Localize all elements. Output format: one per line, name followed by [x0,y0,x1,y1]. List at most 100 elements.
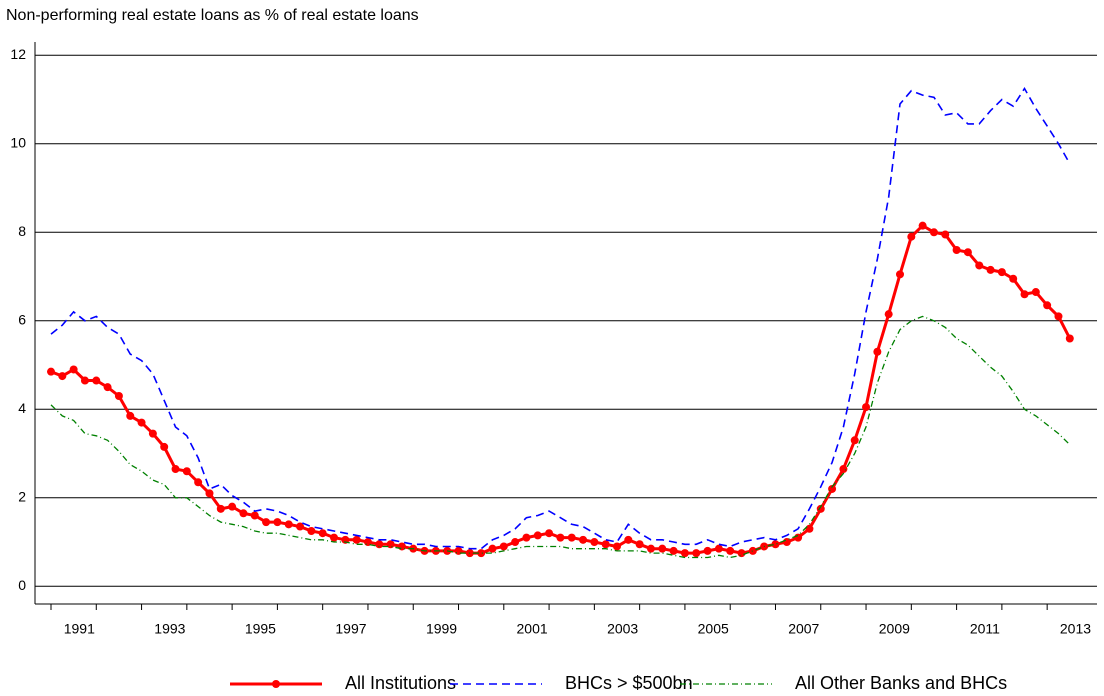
marker [1031,288,1040,297]
marker [873,347,882,356]
marker [80,376,89,385]
marker [805,524,814,533]
marker [714,544,723,553]
x-tick-label: 1997 [335,621,366,637]
marker [646,544,655,553]
marker [103,383,112,392]
marker [477,549,486,558]
x-tick-label: 2001 [517,621,548,637]
marker [579,535,588,544]
marker [997,268,1006,277]
marker [205,489,214,498]
marker [137,418,146,427]
marker [839,465,848,474]
legend-label: All Institutions [345,673,456,693]
marker [488,544,497,553]
marker [126,411,135,420]
x-tick-label: 1999 [426,621,457,637]
marker [963,248,972,257]
marker [58,372,67,381]
marker [884,310,893,319]
marker [148,429,157,438]
marker [850,436,859,445]
x-tick-label: 1993 [154,621,185,637]
marker [228,502,237,511]
marker [748,546,757,555]
marker [522,533,531,542]
marker [69,365,78,374]
marker [545,529,554,538]
marker [216,504,225,513]
marker [352,535,361,544]
x-tick-label: 2011 [970,621,1000,637]
marker [1065,334,1074,343]
y-tick-label: 8 [18,223,26,239]
marker [1020,290,1029,299]
x-tick-label: 2007 [788,621,819,637]
marker [986,265,995,274]
marker [1009,274,1018,283]
marker [1043,301,1052,310]
marker [284,520,293,529]
series-line [50,223,1072,555]
x-tick-label: 2003 [607,621,638,637]
marker [171,465,180,474]
x-tick-label: 2009 [879,621,910,637]
marker [907,232,916,241]
series-line [50,86,1071,550]
marker [239,509,248,518]
y-tick-label: 12 [10,46,26,62]
marker [771,540,780,549]
marker [296,522,305,531]
marker [262,518,271,527]
marker [794,533,803,542]
x-tick-label: 2005 [698,621,729,637]
marker [816,504,825,513]
marker [669,546,678,555]
marker [511,538,520,547]
marker [182,467,191,476]
marker [465,549,474,558]
marker [658,544,667,553]
marker [375,540,384,549]
marker [601,540,610,549]
x-tick-label: 1995 [245,621,276,637]
legend-label: BHCs > $500bn [565,673,693,693]
marker [590,538,599,547]
x-tick-label: 1991 [64,621,95,637]
marker [896,270,904,279]
marker [499,542,508,551]
marker [703,546,712,555]
legend-marker [272,680,280,688]
marker [680,549,689,558]
marker [1054,312,1063,321]
series-line [50,315,1071,559]
legend-label: All Other Banks and BHCs [795,673,1007,693]
marker [862,403,871,412]
y-tick-label: 6 [18,311,26,327]
marker [273,518,282,527]
marker [47,367,55,376]
marker [613,542,621,551]
marker [318,529,327,538]
marker [92,376,101,385]
y-tick-label: 0 [18,577,26,593]
marker [194,478,203,487]
marker [952,245,961,254]
marker [975,261,984,270]
marker [624,535,633,544]
marker [330,533,338,542]
marker [635,540,644,549]
x-tick-label: 2013 [1060,621,1091,637]
marker [160,442,169,451]
marker [307,526,316,535]
marker [918,221,927,230]
marker [250,511,259,520]
marker [567,533,576,542]
marker [114,392,123,401]
chart-title: Non-performing real estate loans as % of… [6,7,419,24]
marker [929,228,938,237]
y-tick-label: 4 [18,400,26,416]
